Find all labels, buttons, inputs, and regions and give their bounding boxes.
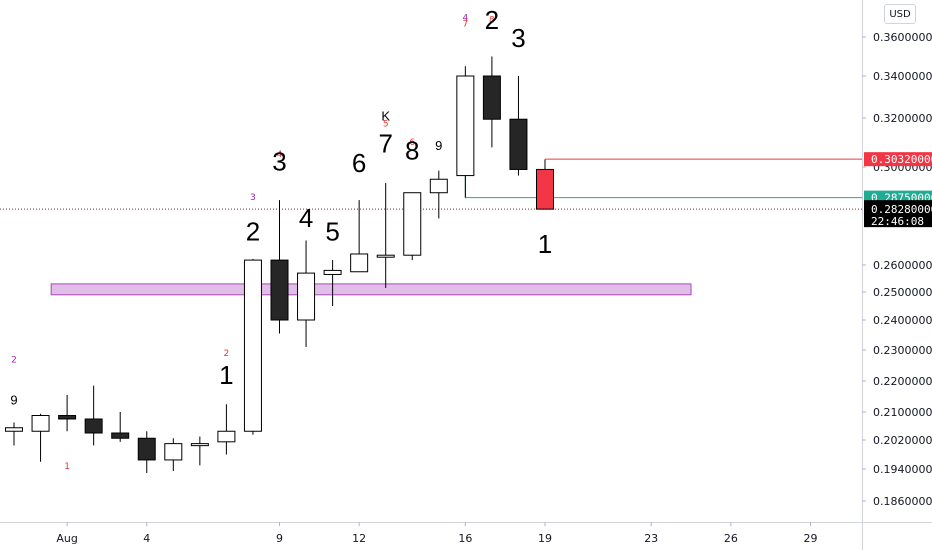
time-tick-label: 29 bbox=[804, 532, 818, 545]
time-tick-label: 12 bbox=[352, 532, 366, 545]
wave-count-label: 6 bbox=[352, 148, 366, 178]
wave-count-label: 8 bbox=[405, 136, 419, 166]
candle-body[interactable] bbox=[31, 415, 50, 432]
wave-count-label: 9 bbox=[435, 138, 442, 153]
candle-body[interactable] bbox=[164, 443, 183, 461]
wave-count-label: 5 bbox=[325, 217, 339, 247]
time-tick-label: Aug bbox=[56, 532, 77, 545]
wave-count-label: 2 bbox=[246, 217, 260, 247]
sequence-mark: 7 bbox=[462, 19, 468, 29]
time-tick-label: 26 bbox=[724, 532, 738, 545]
level-tag-red-bg bbox=[864, 152, 932, 167]
price-tick-label: 0.36000000 bbox=[873, 31, 932, 44]
wave-count-label: 7 bbox=[378, 128, 392, 158]
candle-body[interactable] bbox=[429, 178, 448, 194]
candle-body[interactable] bbox=[190, 443, 209, 447]
candle-body[interactable] bbox=[137, 437, 156, 461]
time-tick-label: 4 bbox=[143, 532, 150, 545]
candle-body[interactable] bbox=[111, 432, 130, 439]
sequence-mark: 6 bbox=[409, 138, 415, 148]
candle-body[interactable] bbox=[217, 430, 236, 443]
candle-body[interactable] bbox=[5, 427, 23, 432]
current-price-tag-bg bbox=[864, 200, 932, 228]
candle-body[interactable] bbox=[84, 418, 103, 434]
sequence-mark: 2 bbox=[11, 355, 17, 365]
candle-body[interactable] bbox=[376, 254, 395, 258]
candle-body[interactable] bbox=[297, 272, 316, 321]
sequence-mark: 1 bbox=[64, 462, 70, 472]
support-zone-rectangle[interactable] bbox=[50, 283, 692, 296]
candle-body[interactable] bbox=[270, 259, 289, 321]
candle-body[interactable] bbox=[482, 75, 501, 120]
time-tick-label: 9 bbox=[276, 532, 283, 545]
sequence-mark: 2 bbox=[224, 349, 230, 359]
wave-count-label: K bbox=[381, 108, 390, 123]
sequence-mark: 4 bbox=[277, 150, 283, 160]
sequence-mark: 4 bbox=[462, 13, 468, 23]
current-price-tag: 0.28280000 bbox=[871, 203, 932, 216]
wave-count-label: 2 bbox=[485, 5, 499, 35]
wave-count-label: 4 bbox=[299, 203, 313, 233]
currency-label[interactable]: USD bbox=[884, 4, 916, 24]
wave-count-label: 1 bbox=[219, 360, 233, 390]
sequence-mark: 8 bbox=[489, 15, 495, 25]
candle-body[interactable] bbox=[403, 192, 422, 256]
candle-body[interactable] bbox=[509, 118, 528, 170]
wave-count-label: 1 bbox=[538, 229, 552, 259]
candle-body[interactable] bbox=[536, 168, 554, 210]
wave-count-label: 3 bbox=[272, 147, 286, 177]
candle-body[interactable] bbox=[456, 75, 475, 177]
candle-body[interactable] bbox=[58, 415, 77, 420]
time-tick-label: 16 bbox=[458, 532, 472, 545]
wave-count-label: 3 bbox=[511, 23, 525, 53]
candle-body[interactable] bbox=[243, 259, 262, 432]
wave-count-label: 9 bbox=[10, 392, 17, 407]
sequence-mark: 5 bbox=[383, 120, 389, 130]
countdown-timer: 22:46:08 bbox=[871, 215, 924, 228]
time-tick-label: 23 bbox=[644, 532, 658, 545]
candle-body[interactable] bbox=[323, 269, 342, 275]
time-tick-label: 19 bbox=[538, 532, 552, 545]
level-tag-red: 0.30320000 bbox=[871, 153, 932, 166]
sequence-mark: 3 bbox=[250, 193, 256, 203]
candle-body[interactable] bbox=[350, 253, 369, 273]
